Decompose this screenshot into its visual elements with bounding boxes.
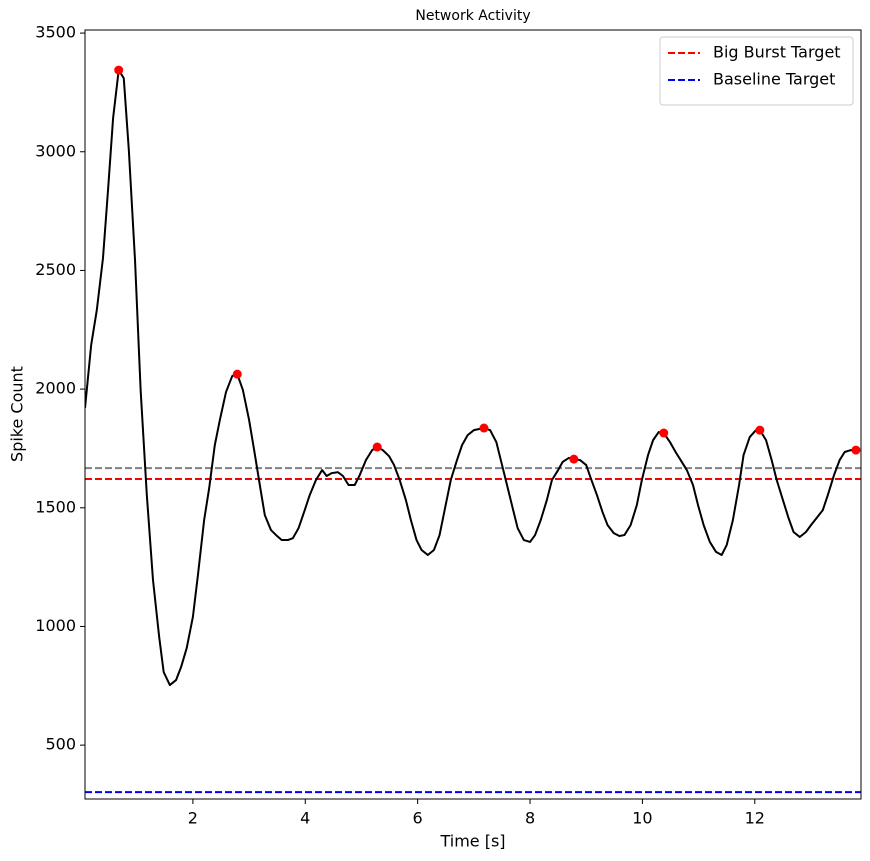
x-tick-label: 6: [413, 809, 423, 828]
x-tick-label: 2: [188, 809, 198, 828]
axes-frame: [84, 29, 862, 800]
peak-marker: [479, 423, 489, 433]
y-tick-label: 1500: [35, 497, 76, 516]
y-axis-label: Spike Count: [8, 366, 27, 462]
y-tick-label: 3500: [35, 23, 76, 42]
peak-marker: [851, 445, 861, 455]
peak-marker: [659, 428, 669, 438]
y-tick-label: 1000: [35, 616, 76, 635]
legend-label: Baseline Target: [713, 70, 835, 89]
legend-box: [659, 36, 854, 106]
legend-label: Big Burst Target: [713, 43, 841, 62]
peak-marker: [755, 425, 765, 435]
y-tick-label: 2500: [35, 260, 76, 279]
peak-marker: [114, 65, 124, 75]
y-tick-label: 500: [45, 735, 76, 754]
chart-title: Network Activity: [415, 8, 530, 24]
plot-area: [85, 65, 861, 794]
peak-marker: [232, 369, 242, 379]
peak-marker: [569, 454, 579, 464]
y-tick-label: 2000: [35, 379, 76, 398]
x-tick-label: 4: [300, 809, 310, 828]
y-tick-label: 3000: [35, 141, 76, 160]
x-tick-label: 8: [525, 809, 535, 828]
peak-marker: [372, 442, 382, 452]
x-tick-label: 10: [632, 809, 652, 828]
x-axis-label: Time [s]: [439, 832, 505, 851]
x-tick-label: 12: [745, 809, 765, 828]
data-line: [85, 69, 857, 687]
